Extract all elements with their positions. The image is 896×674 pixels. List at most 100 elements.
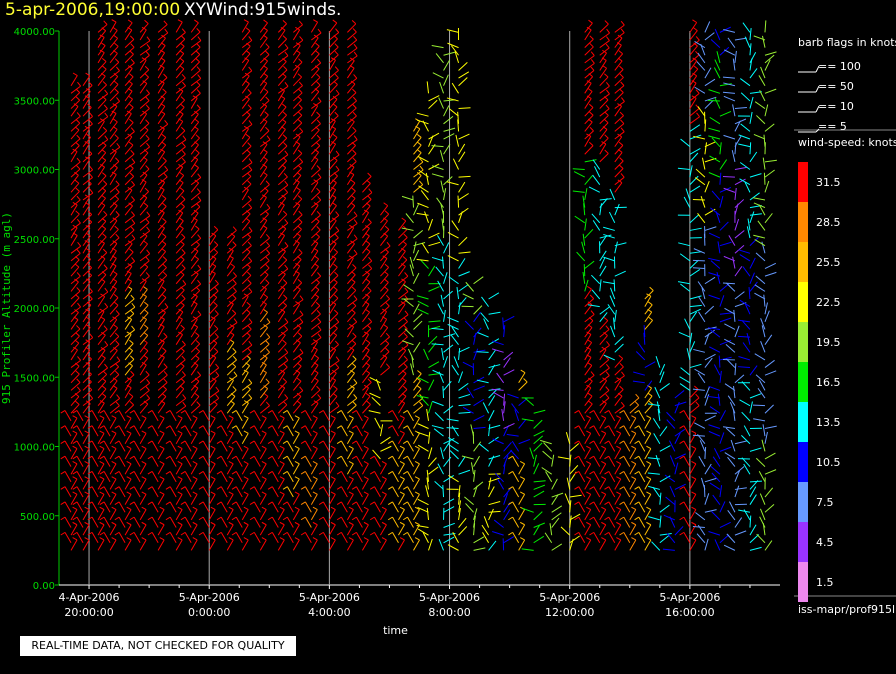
wind-barb <box>267 410 279 422</box>
wind-barb <box>70 88 81 102</box>
wind-barb <box>328 95 338 109</box>
wind-barb <box>760 66 766 79</box>
wind-barb <box>249 455 261 467</box>
wind-barb <box>175 401 187 414</box>
wind-barb <box>749 480 759 490</box>
wind-barb <box>362 172 372 186</box>
wind-barb <box>165 501 177 513</box>
wind-barb <box>599 306 610 315</box>
wind-barb <box>584 80 592 94</box>
wind-barb <box>511 440 520 452</box>
wind-barb <box>533 409 546 414</box>
wind-barb <box>249 440 261 452</box>
wind-barb <box>408 348 414 361</box>
wind-barb <box>70 72 78 86</box>
wind-barb <box>734 363 737 376</box>
wind-barb <box>533 535 545 544</box>
wind-barb <box>129 455 141 467</box>
wind-barb <box>443 536 455 544</box>
wind-barb <box>190 58 200 71</box>
wind-barb <box>310 301 321 315</box>
wind-barb <box>748 286 751 300</box>
wind-barb <box>139 370 150 384</box>
wind-barb <box>97 341 109 353</box>
wind-barb <box>739 254 751 262</box>
wind-barb <box>328 194 337 208</box>
wind-barb <box>292 179 300 193</box>
wind-barb <box>277 26 286 41</box>
wind-barb <box>97 278 106 292</box>
wind-barb <box>599 460 607 475</box>
wind-barb <box>70 81 81 94</box>
wind-barb <box>351 486 363 498</box>
wind-barb <box>97 476 105 490</box>
wind-barb <box>208 287 219 300</box>
wind-barb <box>175 209 184 224</box>
wind-barb <box>488 364 501 369</box>
wind-barb <box>749 236 759 247</box>
wind-barb <box>241 271 252 285</box>
wind-barb <box>310 445 318 460</box>
wind-barb <box>708 232 721 239</box>
wind-barb <box>659 475 671 483</box>
wind-barb <box>704 463 712 475</box>
wind-barb <box>689 214 700 224</box>
wind-barb <box>198 455 210 467</box>
wind-barb <box>443 333 456 338</box>
wind-barb <box>584 260 595 269</box>
wind-barb <box>734 266 743 277</box>
wind-barb <box>458 207 469 216</box>
wind-barb <box>292 430 300 444</box>
wind-barb <box>97 393 107 406</box>
wind-barb <box>599 43 610 56</box>
wind-barb <box>413 476 420 490</box>
wind-barb <box>709 116 721 125</box>
wind-barb <box>109 188 120 201</box>
wind-barb <box>508 516 520 528</box>
wind-barb <box>465 281 474 292</box>
wind-barb <box>634 440 646 452</box>
wind-barb <box>458 193 469 201</box>
wind-barb <box>739 162 751 170</box>
wind-barb <box>614 20 625 33</box>
wind-barb <box>190 460 198 475</box>
wind-barb <box>175 19 183 33</box>
wind-barb <box>551 517 560 528</box>
wind-barb <box>310 460 318 475</box>
wind-barb <box>634 455 646 467</box>
wind-barb <box>458 517 467 528</box>
wind-barb <box>82 133 92 147</box>
wind-barb <box>60 516 72 528</box>
wind-barb <box>643 325 646 338</box>
wind-barb <box>689 295 702 300</box>
wind-barb <box>259 506 267 521</box>
wind-barb <box>226 491 234 505</box>
wind-barb <box>82 81 93 94</box>
wind-barb <box>109 211 120 224</box>
wind-barb <box>417 202 429 209</box>
wind-barb <box>60 531 72 544</box>
wind-barb <box>259 521 267 536</box>
wind-barb <box>241 491 249 505</box>
wind-barb <box>707 327 720 330</box>
wind-barb <box>175 96 185 109</box>
wind-barb <box>97 415 105 429</box>
wind-barb <box>351 531 363 544</box>
wind-barb <box>241 180 252 193</box>
wind-barb <box>425 172 430 185</box>
wind-barb <box>473 515 476 528</box>
wind-barb <box>97 112 109 125</box>
wind-barb <box>510 449 520 460</box>
wind-barb <box>139 134 150 148</box>
wind-barb <box>599 65 608 79</box>
wind-barb <box>457 111 460 124</box>
wind-barb <box>310 156 319 170</box>
wind-barb <box>362 362 371 376</box>
wind-barb <box>443 105 450 117</box>
wind-barb <box>292 96 302 109</box>
wind-barb <box>696 533 706 544</box>
wind-barb <box>584 103 594 117</box>
wind-barb <box>82 278 91 292</box>
wind-barb <box>190 401 201 414</box>
